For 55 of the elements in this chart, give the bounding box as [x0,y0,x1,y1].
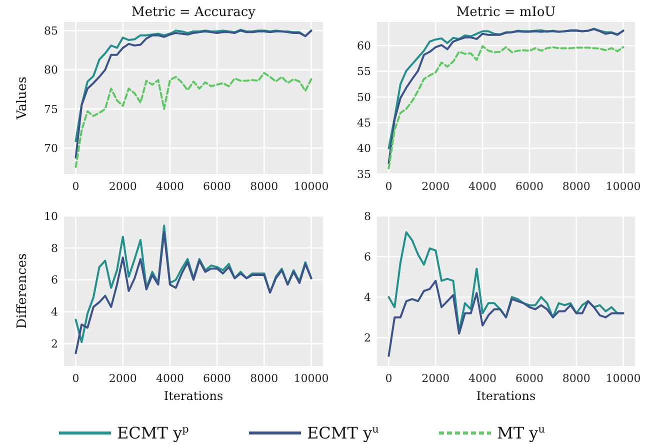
x-tick-label: 10000 [294,372,329,385]
y-tick-label: 85 [44,24,58,38]
x-tick-label: 0 [72,180,80,193]
x-tick-label: 0 [385,180,392,193]
y-tick-label: 8 [364,210,371,223]
line-series [388,45,624,170]
x-tick-label: 10000 [606,180,641,193]
y-axis-title: Values [15,76,30,120]
y-tick-label: 80 [44,64,58,77]
y-tick-label: 2 [51,338,58,351]
y-tick-label: 35 [357,168,371,181]
x-tick-label: 6000 [203,180,232,193]
x-tick-label: 0 [72,372,80,385]
line-series [74,72,312,168]
y-tick-label: 70 [44,142,58,155]
y-axis-title: Differences [15,253,30,329]
y-tick-label: 60 [357,39,371,52]
x-tick-label: 8000 [250,372,278,385]
y-tick-label: 4 [51,306,58,319]
y-tick-label: 8 [51,242,58,255]
x-tick-label: 10000 [606,372,641,385]
y-tick-label: 55 [357,65,371,78]
y-tick-label: 40 [357,142,371,156]
y-tick-label: 75 [44,102,58,116]
x-tick-label: 2000 [422,372,450,385]
x-tick-label: 8000 [250,180,278,193]
y-tick-label: 50 [357,90,371,104]
x-tick-label: 4000 [468,180,497,193]
y-tick-label: 4 [364,290,371,304]
y-tick-label: 2 [364,331,371,344]
legend-label: MT y$^{u}$ [497,424,546,443]
x-tick-label: 10000 [294,180,329,193]
line-series [388,280,624,357]
x-tick-label: 4000 [156,372,184,385]
x-tick-label: 4000 [156,180,184,193]
x-tick-label: 0 [385,372,392,385]
y-tick-label: 45 [357,116,371,130]
chart-title: Metric = mIoU [456,5,556,20]
y-tick-label: 6 [364,250,371,264]
x-tick-label: 6000 [203,372,232,385]
legend-label: ECMT y$^{u}$ [307,424,380,443]
legend-label: ECMT y$^{p}$ [117,424,190,443]
y-tick-label: 10 [44,210,58,223]
x-tick-label: 6000 [515,372,544,385]
x-tick-label: 2000 [108,372,137,385]
x-tick-label: 2000 [108,180,137,193]
x-tick-label: 8000 [562,372,590,385]
y-tick-label: 6 [51,274,58,287]
x-axis-title: Iterations [476,389,536,403]
x-tick-label: 4000 [468,372,497,385]
chart-title: Metric = Accuracy [132,5,256,20]
x-tick-label: 8000 [562,180,590,193]
x-tick-label: 6000 [515,180,544,193]
x-axis-title: Iterations [164,389,224,403]
x-tick-label: 2000 [422,180,450,193]
